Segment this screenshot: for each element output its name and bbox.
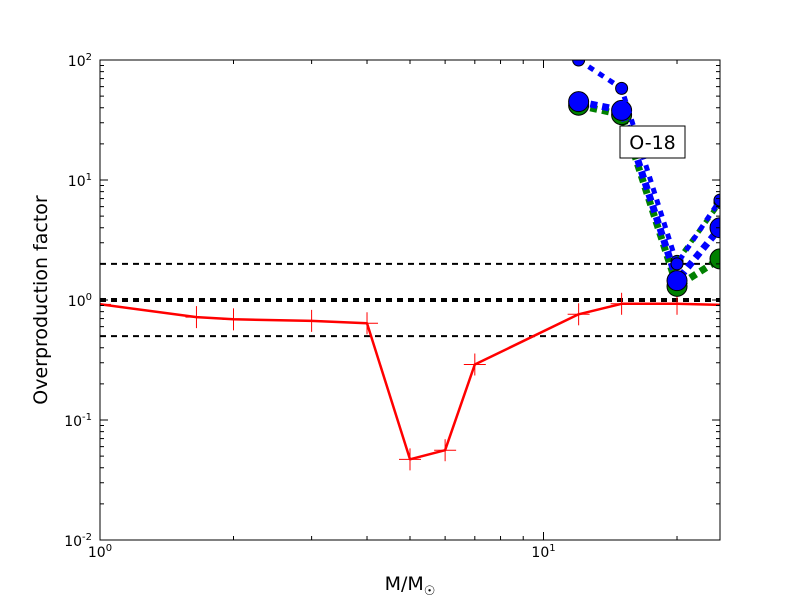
data-point-s0-0 (100, 293, 111, 316)
y-tick-label-0: 10-2 (64, 532, 92, 550)
data-point-s0-9 (610, 292, 633, 315)
series-line-2 (577, 98, 720, 285)
y-tick-label-4: 102 (68, 52, 92, 70)
plot-area (100, 60, 720, 471)
data-point-s2-2 (666, 270, 688, 292)
data-point-s0-5 (399, 448, 421, 471)
y-tick-label-1: 10-1 (64, 412, 92, 430)
axis-ticks (99, 59, 720, 541)
data-point-s0-1 (185, 306, 208, 329)
data-point-s4-2 (670, 257, 684, 271)
x-tick-label-1: 101 (531, 543, 555, 561)
y-tick-label-2: 100 (68, 292, 92, 310)
data-point-s0-7 (463, 353, 486, 376)
data-point-s2-0 (568, 91, 590, 113)
annotation-label: O-18 (629, 132, 676, 154)
annotation-box (619, 125, 686, 159)
data-point-s0-8 (567, 303, 590, 326)
data-point-s4-0 (572, 60, 586, 67)
data-point-s4-1 (615, 81, 629, 95)
data-point-s0-11 (709, 293, 720, 316)
tick-labels: 100 101 10-2 10-1 100 101 102 (64, 52, 555, 561)
data-point-s0-2 (222, 308, 245, 331)
data-point-s2-3 (709, 217, 720, 239)
data-point-s0-4 (356, 312, 379, 335)
data-point-s0-6 (434, 439, 457, 462)
y-tick-label-3: 101 (68, 172, 92, 190)
series-line-3 (674, 201, 720, 263)
data-point-s0-3 (300, 309, 323, 332)
data-point-s2-1 (611, 99, 633, 121)
data-point-s4-3 (713, 193, 720, 207)
x-tick-label-0: 100 (88, 543, 112, 561)
y-axis-title: Overproduction factor (30, 195, 52, 405)
series-line-4 (577, 60, 720, 267)
annotation: O-18 (619, 125, 686, 159)
x-axis-title: M/M☉ (385, 573, 436, 599)
